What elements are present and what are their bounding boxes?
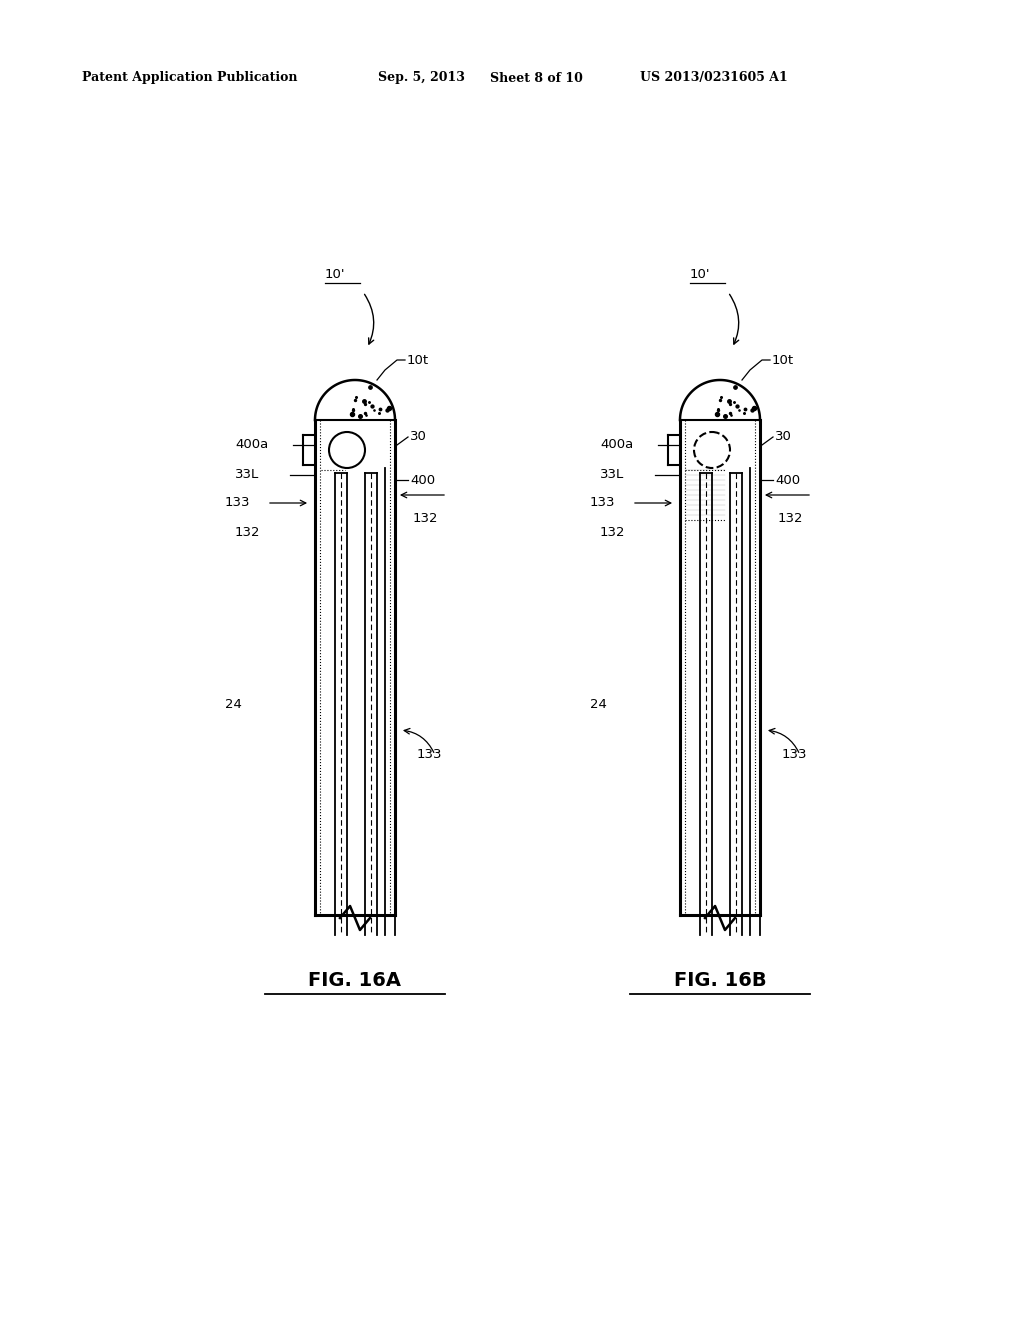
Text: 132: 132 [234,527,260,540]
Text: Sheet 8 of 10: Sheet 8 of 10 [490,71,583,84]
Text: 24: 24 [590,698,607,711]
Text: 10': 10' [325,268,345,281]
Text: 400: 400 [410,474,435,487]
Text: 33L: 33L [600,469,625,482]
Text: 10t: 10t [407,354,429,367]
Text: Patent Application Publication: Patent Application Publication [82,71,298,84]
Text: 24: 24 [225,698,242,711]
Text: 133: 133 [417,748,442,762]
Text: 400: 400 [775,474,800,487]
Text: 10': 10' [690,268,711,281]
Text: 133: 133 [225,496,251,510]
Text: 132: 132 [778,511,804,524]
Text: FIG. 16B: FIG. 16B [674,970,766,990]
Text: 30: 30 [775,430,792,444]
Text: FIG. 16A: FIG. 16A [308,970,401,990]
Text: 30: 30 [410,430,427,444]
Text: 132: 132 [413,511,438,524]
Text: 33L: 33L [234,469,259,482]
Text: 10t: 10t [772,354,795,367]
Text: 400a: 400a [234,438,268,451]
Text: 133: 133 [782,748,808,762]
Text: Sep. 5, 2013: Sep. 5, 2013 [378,71,465,84]
Text: 132: 132 [600,527,626,540]
Text: US 2013/0231605 A1: US 2013/0231605 A1 [640,71,787,84]
Text: 133: 133 [590,496,615,510]
Text: 400a: 400a [600,438,633,451]
